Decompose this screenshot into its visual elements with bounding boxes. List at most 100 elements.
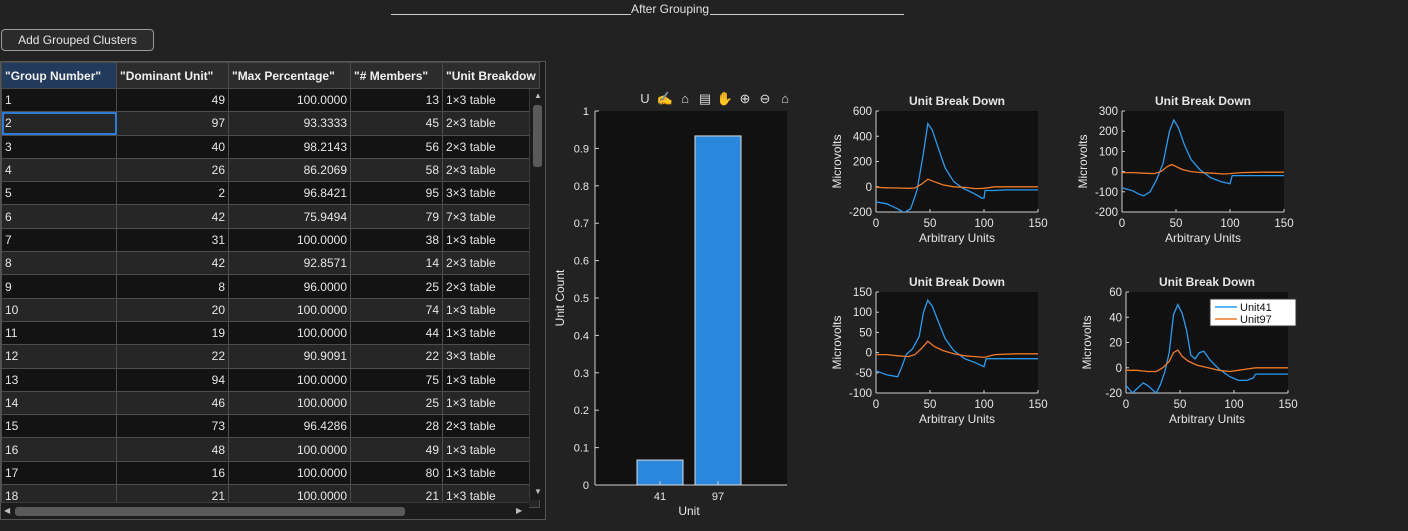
table-row[interactable]: 16 48 100.0000 49 1×3 table <box>1 437 540 462</box>
zoom-out-icon[interactable]: ⊖ <box>759 91 771 106</box>
cell-group-number[interactable]: 2 <box>1 111 117 136</box>
cell-dominant-unit[interactable]: 94 <box>116 367 229 392</box>
table-row[interactable]: 17 16 100.0000 80 1×3 table <box>1 460 540 486</box>
cell-max-percentage[interactable]: 92.8571 <box>228 251 351 276</box>
cell-group-number[interactable]: 10 <box>1 297 117 322</box>
cell-dominant-unit[interactable]: 49 <box>116 87 229 113</box>
cell-unit-breakdown[interactable]: 2×3 table <box>442 111 540 136</box>
cell-dominant-unit[interactable]: 40 <box>116 134 229 159</box>
cell-dominant-unit[interactable]: 42 <box>116 204 229 229</box>
cell-members[interactable]: 22 <box>350 344 443 369</box>
scroll-up-arrow-icon[interactable]: ▲ <box>534 91 542 100</box>
table-row[interactable]: 8 42 92.8571 14 2×3 table <box>1 251 540 276</box>
cell-dominant-unit[interactable]: 73 <box>116 414 229 439</box>
cell-max-percentage[interactable]: 100.0000 <box>228 460 351 486</box>
cell-members[interactable]: 45 <box>350 111 443 136</box>
cell-unit-breakdown[interactable]: 1×3 table <box>442 367 540 392</box>
vertical-scroll-thumb[interactable] <box>533 105 542 167</box>
add-grouped-clusters-button[interactable]: Add Grouped Clusters <box>1 29 154 51</box>
cell-members[interactable]: 95 <box>350 181 443 206</box>
brush-icon[interactable]: ✍ <box>656 91 674 106</box>
scroll-left-arrow-icon[interactable]: ◀ <box>4 506 11 515</box>
cell-group-number[interactable]: 12 <box>1 344 117 369</box>
table-row[interactable]: 5 2 96.8421 95 3×3 table <box>1 181 540 206</box>
cell-max-percentage[interactable]: 96.8421 <box>228 181 351 206</box>
cell-dominant-unit[interactable]: 48 <box>116 437 229 462</box>
cell-group-number[interactable]: 15 <box>1 414 117 439</box>
cell-dominant-unit[interactable]: 31 <box>116 227 229 253</box>
cell-unit-breakdown[interactable]: 1×3 table <box>442 460 540 486</box>
cell-dominant-unit[interactable]: 46 <box>116 390 229 416</box>
cell-max-percentage[interactable]: 100.0000 <box>228 297 351 322</box>
cell-members[interactable]: 80 <box>350 460 443 486</box>
cell-unit-breakdown[interactable]: 1×3 table <box>442 390 540 416</box>
table-row[interactable]: 4 26 86.2069 58 2×3 table <box>1 157 540 183</box>
data-tips-icon[interactable]: U <box>640 91 650 106</box>
cell-members[interactable]: 56 <box>350 134 443 159</box>
bar-unit-41[interactable] <box>636 459 684 486</box>
cell-unit-breakdown[interactable]: 2×3 table <box>442 134 540 159</box>
cell-dominant-unit[interactable]: 8 <box>116 274 229 299</box>
cell-group-number[interactable]: 14 <box>1 390 117 416</box>
home-icon[interactable]: ⌂ <box>781 91 789 106</box>
table-row[interactable]: 10 20 100.0000 74 1×3 table <box>1 297 540 322</box>
cell-unit-breakdown[interactable]: 1×3 table <box>442 87 540 113</box>
cell-dominant-unit[interactable]: 20 <box>116 297 229 322</box>
unit-breakdown-plot-2[interactable]: Unit Break Down -200 -100 0 100 200 300 0 50 100 1… <box>1074 90 1298 250</box>
cell-members[interactable]: 25 <box>350 390 443 416</box>
column-header-group-number[interactable]: "Group Number" <box>1 62 117 89</box>
cell-members[interactable]: 74 <box>350 297 443 322</box>
table-row[interactable]: 7 31 100.0000 38 1×3 table <box>1 227 540 253</box>
cell-max-percentage[interactable]: 90.9091 <box>228 344 351 369</box>
table-row[interactable]: 9 8 96.0000 25 2×3 table <box>1 274 540 299</box>
cell-max-percentage[interactable]: 100.0000 <box>228 227 351 253</box>
cell-max-percentage[interactable]: 93.3333 <box>228 111 351 136</box>
horizontal-scroll-thumb[interactable] <box>15 507 405 516</box>
cell-dominant-unit[interactable]: 22 <box>116 344 229 369</box>
group-table[interactable]: "Group Number" "Dominant Unit" "Max Perc… <box>0 61 546 520</box>
table-row[interactable]: 2 97 93.3333 45 2×3 table <box>1 111 540 136</box>
vertical-scrollbar[interactable]: ▲ ▼ <box>529 89 545 500</box>
cell-group-number[interactable]: 7 <box>1 227 117 253</box>
unit-count-bar-chart[interactable]: 0 0.1 0.2 0.3 0.4 0.5 0.6 0.7 0.8 0.9 1 41 97 Unit Uni… <box>548 95 796 521</box>
cell-unit-breakdown[interactable]: 2×3 table <box>442 414 540 439</box>
cell-unit-breakdown[interactable]: 7×3 table <box>442 204 540 229</box>
table-row[interactable]: 14 46 100.0000 25 1×3 table <box>1 390 540 416</box>
table-row[interactable]: 3 40 98.2143 56 2×3 table <box>1 134 540 159</box>
cell-unit-breakdown[interactable]: 2×3 table <box>442 157 540 183</box>
clean-icon[interactable]: ⌂ <box>681 91 689 106</box>
legend-icon[interactable]: ▤ <box>698 91 712 106</box>
cell-members[interactable]: 25 <box>350 274 443 299</box>
cell-unit-breakdown[interactable]: 1×3 table <box>442 227 540 253</box>
scroll-right-arrow-icon[interactable]: ▶ <box>516 506 523 515</box>
cell-dominant-unit[interactable]: 16 <box>116 460 229 486</box>
cell-max-percentage[interactable]: 96.0000 <box>228 274 351 299</box>
cell-members[interactable]: 14 <box>350 251 443 276</box>
column-header-members[interactable]: "# Members" <box>350 62 443 89</box>
cell-group-number[interactable]: 9 <box>1 274 117 299</box>
cell-dominant-unit[interactable]: 19 <box>116 320 229 346</box>
cell-group-number[interactable]: 1 <box>1 87 117 113</box>
zoom-in-icon[interactable]: ⊕ <box>739 91 751 106</box>
column-header-unit-breakdown[interactable]: "Unit Breakdow <box>442 62 540 89</box>
horizontal-scrollbar[interactable]: ◀ ▶ <box>1 502 529 519</box>
table-row[interactable]: 12 22 90.9091 22 3×3 table <box>1 344 540 369</box>
cell-unit-breakdown[interactable]: 2×3 table <box>442 251 540 276</box>
cell-max-percentage[interactable]: 100.0000 <box>228 437 351 462</box>
cell-dominant-unit[interactable]: 42 <box>116 251 229 276</box>
cell-members[interactable]: 58 <box>350 157 443 183</box>
cell-group-number[interactable]: 13 <box>1 367 117 392</box>
cell-unit-breakdown[interactable]: 2×3 table <box>442 274 540 299</box>
cell-max-percentage[interactable]: 96.4286 <box>228 414 351 439</box>
column-header-dominant-unit[interactable]: "Dominant Unit" <box>116 62 229 89</box>
cell-group-number[interactable]: 11 <box>1 320 117 346</box>
cell-max-percentage[interactable]: 100.0000 <box>228 87 351 113</box>
scroll-down-arrow-icon[interactable]: ▼ <box>534 487 542 496</box>
cell-unit-breakdown[interactable]: 1×3 table <box>442 320 540 346</box>
cell-max-percentage[interactable]: 86.2069 <box>228 157 351 183</box>
table-row[interactable]: 13 94 100.0000 75 1×3 table <box>1 367 540 392</box>
cell-group-number[interactable]: 17 <box>1 460 117 486</box>
cell-members[interactable]: 38 <box>350 227 443 253</box>
cell-max-percentage[interactable]: 98.2143 <box>228 134 351 159</box>
bar-unit-97[interactable] <box>694 135 742 486</box>
